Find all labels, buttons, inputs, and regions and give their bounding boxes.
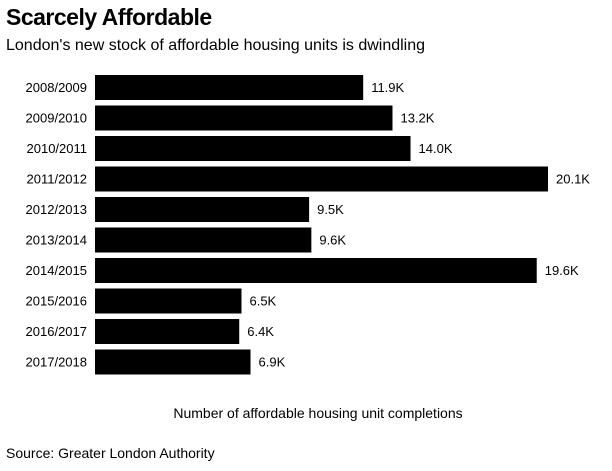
y-tick-label: 2014/2015 [26, 263, 87, 278]
bar [95, 105, 393, 131]
bar [95, 288, 242, 314]
bar-value-label: 6.5K [249, 294, 276, 309]
bar [95, 197, 310, 222]
bars-group: 2008/2009 11.9K 2009/2010 13.2K 2010/2011 14.… [26, 75, 590, 375]
bar [95, 75, 364, 100]
y-tick-label: 2009/2010 [26, 111, 87, 126]
source-note: Source: Greater London Authority [6, 445, 215, 461]
chart-subtitle: London's new stock of affordable housing… [6, 37, 426, 54]
y-tick-label: 2016/2017 [26, 324, 87, 339]
y-tick-label: 2012/2013 [26, 202, 87, 217]
y-tick-label: 2013/2014 [26, 233, 87, 248]
bar [95, 349, 251, 375]
y-tick-label: 2015/2016 [26, 294, 87, 309]
y-tick-label: 2011/2012 [27, 172, 88, 187]
chart-title: Scarcely Affordable [6, 4, 212, 30]
bar [95, 166, 548, 192]
y-tick-label: 2017/2018 [26, 355, 87, 370]
bar [95, 136, 411, 161]
bar-value-label: 11.9K [371, 80, 404, 95]
bar [95, 319, 240, 344]
y-tick-label: 2010/2011 [27, 141, 88, 156]
y-tick-label: 2008/2009 [26, 80, 87, 95]
bar-value-label: 20.1K [556, 172, 590, 187]
bar [95, 227, 312, 253]
x-axis-label: Number of affordable housing unit comple… [173, 405, 462, 421]
bar-value-label: 19.6K [545, 263, 579, 278]
bar-value-label: 6.4K [247, 324, 274, 339]
bar-value-label: 13.2K [400, 111, 434, 126]
bar-value-label: 14.0K [419, 141, 453, 156]
bar-value-label: 9.5K [317, 202, 344, 217]
bar-chart: 2008/2009 11.9K 2009/2010 13.2K 2010/2011 14.… [26, 75, 590, 421]
bar [95, 258, 537, 283]
bar-value-label: 6.9K [259, 355, 286, 370]
bar-value-label: 9.6K [319, 233, 346, 248]
